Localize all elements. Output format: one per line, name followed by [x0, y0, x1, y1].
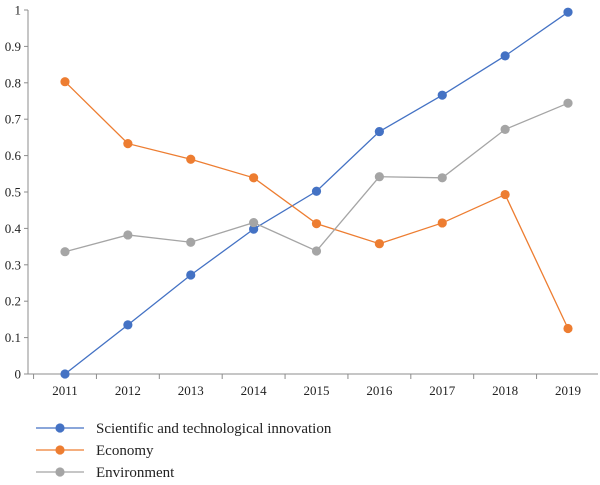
data-point: [563, 323, 573, 334]
legend-entry: Environment: [36, 465, 175, 481]
data-point: [374, 126, 384, 137]
data-point: [374, 172, 384, 182]
data-point: [311, 186, 322, 196]
data-point: [374, 239, 384, 249]
y-tick-label: 0.1: [5, 330, 21, 345]
legend: Scientific and technological innovation E…: [36, 421, 332, 481]
y-tick-label: 0: [15, 367, 22, 382]
x-tick-label: 2011: [52, 383, 78, 398]
y-tick-label: 0.2: [5, 294, 21, 309]
y-tick-label: 0.7: [5, 112, 22, 127]
legend-marker: [55, 423, 65, 433]
series-layer: [60, 7, 573, 379]
legend-label: Economy: [96, 443, 154, 459]
y-tick-label: 0.4: [5, 221, 22, 236]
data-point: [437, 218, 447, 228]
series-3: [60, 98, 573, 257]
legend-entry: Economy: [36, 443, 154, 459]
data-point: [563, 7, 573, 17]
y-tick-label: 0.6: [5, 148, 22, 163]
legend-marker: [55, 445, 65, 455]
series-line: [64, 81, 569, 329]
x-tick-label: 2019: [555, 383, 581, 398]
data-point: [249, 173, 259, 183]
data-point: [249, 217, 259, 228]
series-1: [60, 7, 573, 379]
data-point: [186, 237, 196, 247]
x-tick-label: 2014: [241, 383, 268, 398]
data-point: [186, 270, 196, 280]
y-tick-label: 0.9: [5, 39, 21, 54]
data-point: [60, 369, 70, 379]
y-tick-label: 1: [15, 3, 22, 18]
data-point: [500, 189, 510, 200]
data-point: [60, 247, 70, 257]
x-axis-ticks: 2011 2012 2013 2014 2015 2016 2017 2018 2019: [33, 374, 581, 398]
y-axis-ticks: 0 0.1 0.2 0.3 0.4 0.5 0.6 0.7 0.8 0.9 1: [5, 3, 28, 382]
legend-entry: Scientific and technological innovation: [36, 421, 332, 437]
legend-marker: [55, 467, 65, 477]
data-point: [60, 77, 70, 87]
y-tick-label: 0.5: [5, 185, 21, 200]
data-point: [311, 246, 322, 256]
data-point: [500, 51, 510, 61]
x-tick-label: 2016: [366, 383, 393, 398]
data-point: [563, 98, 573, 108]
data-point: [500, 124, 510, 134]
x-tick-label: 2012: [115, 383, 141, 398]
data-point: [123, 320, 133, 330]
data-point: [123, 138, 133, 149]
y-tick-label: 0.3: [5, 257, 21, 272]
data-point: [437, 90, 447, 100]
x-tick-label: 2015: [304, 383, 330, 398]
x-tick-label: 2017: [429, 383, 456, 398]
data-point: [311, 219, 322, 229]
series-2: [60, 77, 573, 334]
data-point: [437, 173, 447, 183]
y-tick-label: 0.8: [5, 75, 21, 90]
x-tick-label: 2018: [492, 383, 518, 398]
data-point: [123, 230, 133, 240]
legend-label: Scientific and technological innovation: [96, 421, 332, 437]
data-point: [186, 154, 196, 164]
x-tick-label: 2013: [178, 383, 204, 398]
series-line: [64, 102, 569, 253]
data-point: [249, 224, 259, 234]
legend-label: Environment: [96, 465, 175, 481]
